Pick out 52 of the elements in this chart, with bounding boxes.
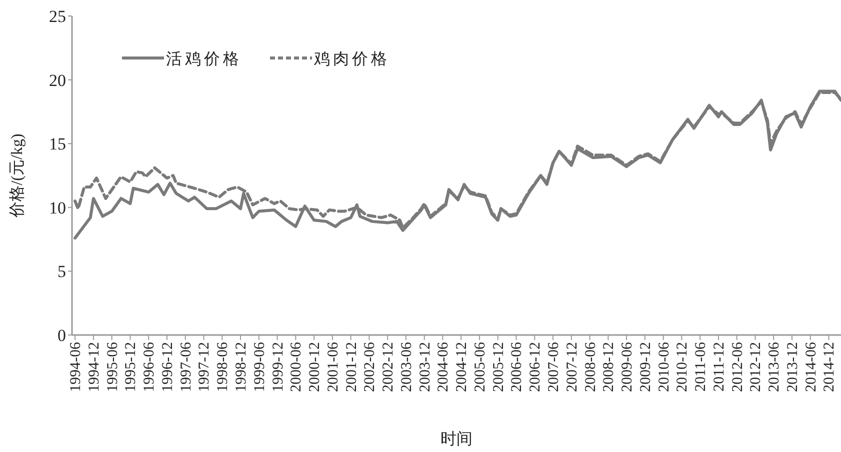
- y-tick-label: 0: [58, 326, 66, 345]
- x-tick-label: 2001-06: [325, 342, 342, 392]
- x-tick-label: 1995-06: [104, 342, 121, 392]
- x-tick-label: 1997-06: [178, 342, 194, 392]
- x-tick-label: 1996-12: [160, 342, 176, 392]
- x-tick-label: 2013-12: [784, 342, 801, 392]
- y-tick-label: 15: [49, 134, 66, 154]
- x-tick-label: 2012-12: [748, 342, 764, 392]
- legend-label: 鸡肉价格: [313, 51, 390, 68]
- x-tick-label: 1999-06: [252, 342, 268, 392]
- x-tick-label: 1994-06: [68, 342, 84, 392]
- x-tick-label: 2004-06: [436, 342, 452, 392]
- x-tick-label: 1997-12: [196, 342, 213, 392]
- x-tick-label: 2013-06: [766, 342, 783, 392]
- x-tick-label: 2006-06: [509, 342, 526, 392]
- x-tick-label: 2005-12: [490, 342, 507, 392]
- x-tick-label: 2014-12: [822, 342, 838, 392]
- x-tick-label: 2010-12: [674, 342, 691, 392]
- x-tick-label: 2011-06: [693, 342, 710, 392]
- x-tick-label: 1996-06: [142, 342, 158, 392]
- legend-label: 活鸡价格: [166, 51, 242, 68]
- x-tick-label: 2008-06: [582, 342, 599, 392]
- x-axis-title: 时间: [440, 430, 472, 448]
- x-tick-label: 2000-12: [307, 342, 324, 392]
- x-tick-label: 2003-12: [417, 342, 434, 392]
- y-axis-title: 价格/(元/kg): [9, 134, 26, 218]
- x-tick-label: 2002-12: [380, 342, 397, 392]
- x-tick-label: 2007-12: [564, 342, 580, 392]
- x-tick-label: 2011-12: [711, 342, 728, 392]
- x-tick-label: 2009-06: [620, 342, 636, 392]
- x-tick-label: 2006-12: [528, 342, 544, 392]
- x-tick-label: 2010-06: [656, 342, 672, 392]
- x-tick-label: 1998-06: [215, 342, 232, 392]
- x-tick-label: 2001-12: [344, 342, 360, 392]
- y-tick-label: 25: [49, 7, 66, 26]
- x-tick-label: 2005-06: [472, 342, 488, 392]
- y-tick-label: 10: [49, 198, 66, 218]
- y-tick-label: 5: [58, 262, 66, 282]
- y-tick-label: 20: [49, 70, 66, 90]
- x-tick-label: 1994-12: [86, 342, 102, 392]
- x-tick-label: 2003-06: [398, 342, 415, 392]
- x-tick-label: 1998-12: [234, 342, 250, 392]
- x-tick-label: 2012-06: [730, 342, 746, 392]
- x-tick-label: 2009-12: [638, 342, 654, 392]
- x-tick-label: 2007-06: [546, 342, 562, 392]
- x-tick-label: 2002-06: [362, 342, 378, 392]
- x-tick-label: 1995-12: [123, 342, 140, 392]
- x-tick-label: 1999-12: [270, 342, 286, 392]
- x-tick-label: 2014-06: [803, 342, 820, 392]
- x-tick-label: 2008-12: [601, 342, 618, 392]
- x-tick-label: 2004-12: [454, 342, 470, 392]
- x-tick-label: 2000-06: [288, 342, 305, 392]
